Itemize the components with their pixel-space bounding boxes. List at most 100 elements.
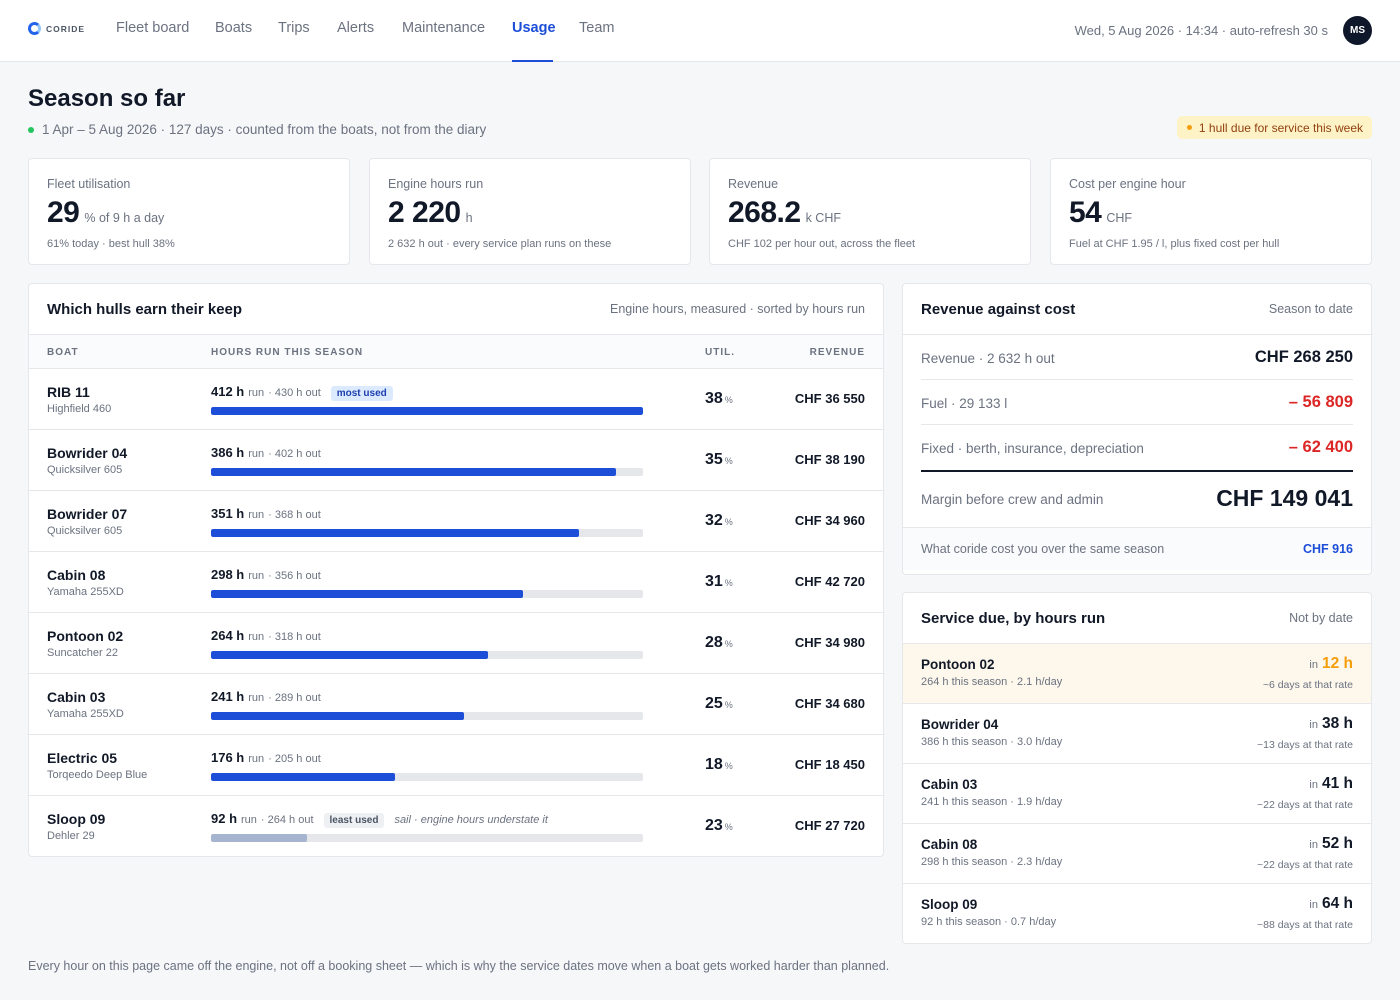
column-header-util[interactable]: UTIL. [705, 347, 735, 358]
table-row[interactable]: Bowrider 04 Quicksilver 605 386 h run · … [29, 430, 883, 491]
boat-name[interactable]: Bowrider 07 [47, 506, 128, 522]
utilisation-value: 28% [705, 634, 733, 652]
kpi-label: Engine hours run [388, 177, 484, 191]
column-header-hours[interactable]: HOURS RUN THIS SEASON [211, 347, 364, 358]
utilisation-unit: % [724, 700, 733, 710]
kpi-note: 2 632 h out · every service plan runs on… [388, 238, 612, 250]
warning-dot-icon [1186, 125, 1192, 130]
service-due-item[interactable]: Pontoon 02 264 h this season · 2.1 h/day… [903, 644, 1371, 704]
hours-bar-fill [211, 651, 488, 659]
hours-bar-track [211, 712, 643, 720]
logo[interactable]: CORIDE [28, 22, 85, 35]
hours-out: · 205 h out [268, 753, 321, 765]
fixed-cost-line: Fixed · berth, insurance, depreciation –… [921, 425, 1353, 470]
utilisation-number: 32 [705, 512, 723, 529]
table-row[interactable]: Cabin 03 Yamaha 255XD 241 h run · 289 h … [29, 674, 883, 735]
utilisation-unit: % [724, 761, 733, 771]
hours-run-label: run [248, 692, 265, 704]
boat-name[interactable]: Bowrider 04 [47, 445, 128, 461]
hours-run: 264 h [211, 628, 245, 643]
boat-name[interactable]: Cabin 03 [47, 689, 106, 705]
utilisation-value: 31% [705, 573, 733, 591]
service-in-label: in [1309, 839, 1318, 851]
hours-run: 412 h [211, 384, 245, 399]
nav-fleet-board[interactable]: Fleet board [116, 20, 190, 36]
table-row[interactable]: Sloop 09 Dehler 29 92 h run · 264 h out … [29, 796, 883, 857]
utilisation-number: 25 [705, 695, 723, 712]
service-due-badge[interactable]: 1 hull due for service this week [1176, 116, 1372, 139]
hours-run-label: run [248, 387, 265, 399]
hulls-table-body: RIB 11 Highfield 460 412 h run · 430 h o… [29, 369, 883, 857]
boat-name[interactable]: Sloop 09 [47, 811, 106, 827]
kpi-note: CHF 102 per hour out, across the fleet [728, 238, 916, 250]
table-row[interactable]: Cabin 08 Yamaha 255XD 298 h run · 356 h … [29, 552, 883, 613]
utilisation-number: 23 [705, 817, 723, 834]
boat-name[interactable]: RIB 11 [47, 384, 90, 400]
kpi-revenue: Revenue 268.2 k CHF CHF 102 per hour out,… [709, 158, 1031, 265]
column-header-revenue[interactable]: REVENUE [809, 347, 865, 358]
hours-summary: 412 h run · 430 h out most used [211, 384, 393, 401]
nav-alerts[interactable]: Alerts [337, 20, 375, 36]
margin-label: Margin before crew and admin [921, 492, 1104, 507]
nav-boats[interactable]: Boats [215, 20, 253, 36]
hours-summary: 264 h run · 318 h out [211, 628, 321, 643]
hours-run: 298 h [211, 567, 245, 582]
table-row[interactable]: Pontoon 02 Suncatcher 22 264 h run · 318… [29, 613, 883, 674]
service-due-item[interactable]: Sloop 09 92 h this season · 0.7 h/day in… [903, 884, 1371, 944]
nav-team[interactable]: Team [579, 20, 615, 36]
boat-name[interactable]: Electric 05 [47, 750, 118, 766]
hours-note: sail · engine hours understate it [394, 814, 548, 826]
logo-icon [28, 22, 41, 35]
column-header-boat[interactable]: BOAT [47, 347, 79, 358]
hours-bar-track [211, 773, 643, 781]
user-avatar[interactable]: MS [1343, 16, 1372, 45]
service-due-item[interactable]: Cabin 08 298 h this season · 2.3 h/day i… [903, 824, 1371, 884]
kpi-note: 61% today · best hull 38% [47, 238, 175, 250]
boat-model: Quicksilver 605 [47, 525, 123, 537]
service-in-label: in [1309, 899, 1318, 911]
usage-tag: least used [323, 813, 385, 828]
service-due-item[interactable]: Cabin 03 241 h this season · 1.9 h/day i… [903, 764, 1371, 824]
kpi-value: 29 [47, 196, 80, 229]
hours-summary: 298 h run · 356 h out [211, 567, 321, 582]
hours-bar-fill [211, 590, 524, 598]
line-value: – 62 400 [1288, 438, 1353, 456]
kpi-value: 54 [1069, 196, 1102, 229]
hulls-panel-header: Which hulls earn their keep Engine hours… [29, 284, 883, 335]
hulls-panel: Which hulls earn their keep Engine hours… [28, 283, 884, 857]
nav-maintenance[interactable]: Maintenance [402, 20, 486, 36]
table-row[interactable]: RIB 11 Highfield 460 412 h run · 430 h o… [29, 369, 883, 430]
boat-name[interactable]: Pontoon 02 [47, 628, 124, 644]
revenue-cost-panel: Revenue against cost Season to date Reve… [902, 283, 1372, 575]
service-in-label: in [1309, 719, 1318, 731]
hours-run: 386 h [211, 445, 245, 460]
utilisation-value: 18% [705, 756, 733, 774]
utilisation-value: 35% [705, 451, 733, 469]
kpi-value: 2 220 [388, 196, 461, 229]
boat-name[interactable]: Cabin 08 [47, 567, 106, 583]
table-row[interactable]: Electric 05 Torqeedo Deep Blue 176 h run… [29, 735, 883, 796]
utilisation-number: 38 [705, 390, 723, 407]
service-days-estimate: ~22 days at that rate [1256, 859, 1353, 871]
revenue-cost-subtitle: Season to date [1268, 302, 1353, 316]
service-boat-name: Pontoon 02 [921, 657, 995, 672]
nav-trips[interactable]: Trips [278, 20, 310, 36]
revenue-line: Revenue · 2 632 h out CHF 268 250 [921, 335, 1353, 380]
table-row[interactable]: Bowrider 07 Quicksilver 605 351 h run · … [29, 491, 883, 552]
hours-bar-fill [211, 407, 643, 415]
utilisation-unit: % [724, 578, 733, 588]
utilisation-unit: % [724, 822, 733, 832]
active-tab-indicator [512, 60, 553, 62]
service-hours-remaining: 12 h [1321, 655, 1353, 672]
line-label: Fuel · 29 133 l [921, 396, 1008, 411]
kpi-engine-hours: Engine hours run 2 220 h 2 632 h out · ev… [369, 158, 691, 265]
coride-cost-value[interactable]: CHF 916 [1302, 542, 1353, 556]
hours-run-label: run [248, 509, 265, 521]
kpi-unit: k CHF [805, 211, 841, 225]
revenue-value: CHF 34 980 [794, 635, 865, 650]
boat-model: Dehler 29 [47, 830, 95, 842]
service-hours-remaining: 52 h [1321, 835, 1353, 852]
service-due-item[interactable]: Bowrider 04 386 h this season · 3.0 h/da… [903, 704, 1371, 764]
nav-usage[interactable]: Usage [512, 20, 556, 36]
hours-summary: 351 h run · 368 h out [211, 506, 321, 521]
